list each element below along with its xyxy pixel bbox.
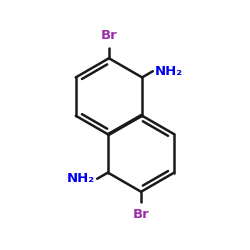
Text: Br: Br — [133, 208, 150, 221]
Text: NH₂: NH₂ — [67, 172, 95, 185]
Text: NH₂: NH₂ — [155, 65, 183, 78]
Text: Br: Br — [100, 29, 117, 42]
